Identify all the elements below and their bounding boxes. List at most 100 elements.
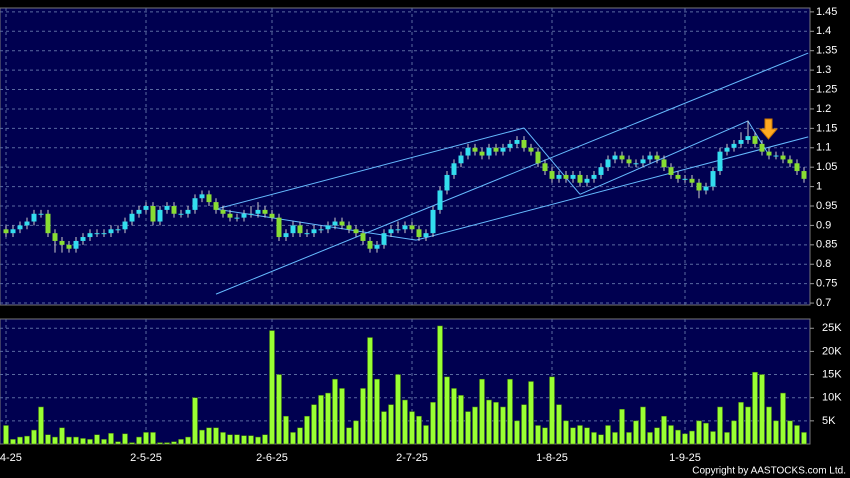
candle-body — [101, 233, 107, 235]
candle-body — [409, 225, 415, 230]
volume-bar — [80, 438, 86, 445]
y-tick-label: 1.1 — [816, 142, 831, 154]
volume-bar — [549, 376, 555, 445]
y2-tick-label: 20K — [822, 345, 842, 357]
volume-bar — [367, 337, 373, 445]
candle-body — [276, 217, 282, 238]
volume-bar — [794, 425, 800, 445]
candle-body — [675, 174, 681, 179]
volume-bar — [444, 376, 450, 445]
volume-bar — [696, 420, 702, 445]
volume-bar — [199, 429, 205, 445]
volume-bar — [787, 420, 793, 445]
volume-bar — [731, 420, 737, 445]
volume-bar — [402, 399, 408, 445]
y-tick-label: 0.9 — [816, 219, 831, 231]
candle-body — [696, 182, 702, 191]
candle-body — [10, 229, 16, 234]
candle-body — [178, 213, 184, 215]
volume-bar — [115, 441, 121, 445]
candle-body — [444, 174, 450, 191]
candle-body — [780, 155, 786, 160]
candle-body — [563, 174, 569, 179]
volume-bar — [52, 436, 58, 445]
candle-body — [710, 171, 716, 187]
volume-bar — [521, 404, 527, 445]
candle-body — [353, 229, 359, 234]
candle-body — [402, 225, 408, 230]
y2-tick-label: 5K — [822, 415, 836, 427]
volume-bar — [605, 425, 611, 445]
y-tick-label: 1.3 — [816, 64, 831, 76]
volume-bar — [332, 378, 338, 445]
volume-bar — [612, 432, 618, 445]
candle-body — [31, 213, 37, 222]
volume-bar — [801, 432, 807, 445]
y-tick-label: 0.95 — [816, 200, 837, 212]
volume-bar — [626, 432, 632, 445]
candle-body — [801, 171, 807, 179]
volume-bar — [101, 439, 107, 445]
volume-bar — [703, 422, 709, 445]
y-tick-label: 1.45 — [816, 6, 837, 18]
candle-body — [619, 155, 625, 160]
candle-body — [213, 202, 219, 210]
candle-body — [703, 186, 709, 191]
volume-bar — [745, 406, 751, 445]
candle-body — [479, 151, 485, 156]
candle-body — [717, 151, 723, 172]
candle-body — [290, 225, 296, 234]
volume-bar — [325, 392, 331, 445]
volume-bar — [94, 434, 100, 445]
x-tick-label: 2-5-25 — [130, 452, 162, 464]
volume-bar — [227, 434, 233, 445]
volume-bar — [269, 330, 275, 445]
candle-body — [332, 221, 338, 226]
volume-bar — [143, 432, 149, 445]
volume-bar — [206, 427, 212, 445]
volume-bar — [766, 406, 772, 445]
y2-tick-label: 25K — [822, 322, 842, 334]
candle-body — [94, 233, 100, 235]
copyright: Copyright by AASTOCKS.com Ltd. — [692, 466, 846, 477]
volume-bar — [283, 415, 289, 445]
candle-body — [227, 213, 233, 218]
candle-body — [556, 174, 562, 179]
volume-bar — [773, 420, 779, 445]
volume-bar — [318, 395, 324, 445]
candle-body — [423, 233, 429, 238]
volume-bar — [661, 415, 667, 445]
volume-bar — [563, 420, 569, 445]
candle-body — [451, 163, 457, 175]
volume-bar — [346, 427, 352, 445]
candle-body — [66, 244, 72, 249]
volume-bar — [108, 433, 114, 445]
volume-bar — [682, 433, 688, 445]
volume-bar — [451, 388, 457, 445]
volume-bar — [514, 420, 520, 445]
volume-bar — [430, 402, 436, 445]
candle-body — [612, 155, 618, 160]
candle-body — [192, 198, 198, 210]
candle-body — [458, 155, 464, 164]
volume-bar — [542, 427, 548, 445]
volume-bar — [458, 395, 464, 445]
candle-body — [115, 229, 121, 231]
y-tick-label: 1.15 — [816, 122, 837, 134]
candle-body — [157, 209, 163, 222]
candle-body — [549, 171, 555, 179]
candle-body — [507, 143, 513, 148]
volume-bar — [311, 404, 317, 445]
volume-bar — [17, 436, 23, 445]
y-tick-label: 0.75 — [816, 278, 837, 290]
volume-bar — [150, 432, 156, 445]
candle-body — [38, 213, 44, 215]
candle-body — [136, 209, 142, 214]
volume-bar — [759, 374, 765, 445]
candle-body — [73, 240, 79, 249]
candle-body — [234, 217, 240, 219]
y2-tick-label: 10K — [822, 392, 842, 404]
candle-body — [304, 233, 310, 235]
candle-body — [206, 194, 212, 203]
volume-bar — [185, 436, 191, 445]
